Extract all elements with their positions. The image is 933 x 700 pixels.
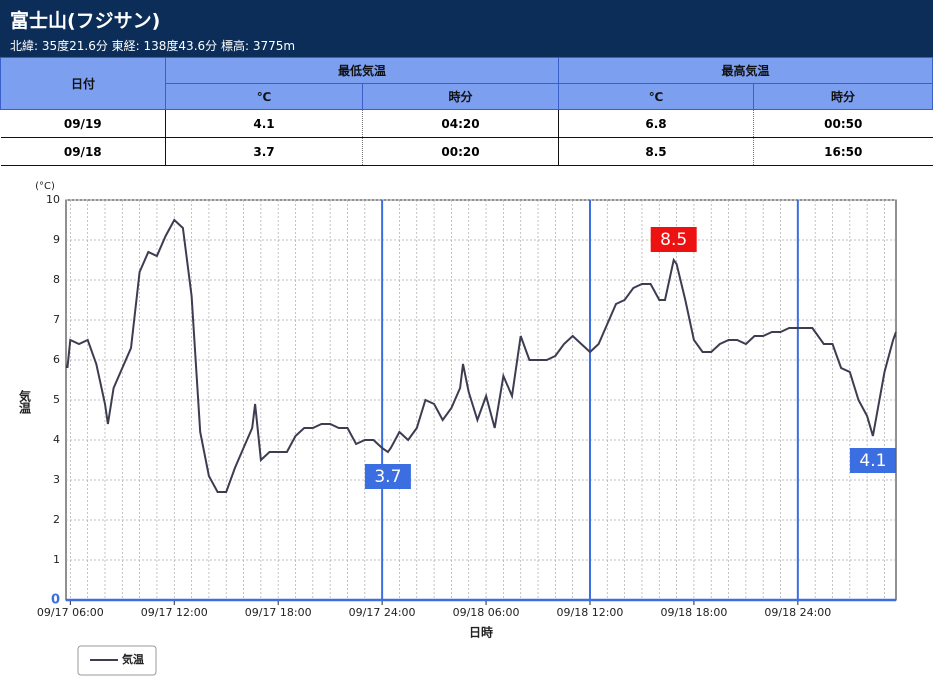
annotation-box — [364, 464, 411, 489]
y-tick-label: 1 — [53, 553, 60, 566]
cell: 8.5 — [558, 137, 754, 166]
x-tick-label: 09/17 12:00 — [141, 606, 208, 619]
annotation-label: 4.1 — [859, 451, 886, 471]
y-tick-label: 3 — [53, 473, 60, 486]
annotation-label: 3.7 — [374, 467, 401, 487]
cell: 00:20 — [362, 137, 559, 166]
cell: 00:50 — [753, 109, 933, 138]
cell: 6.8 — [558, 109, 754, 138]
subtitle: 北緯: 35度21.6分 東経: 138度43.6分 標高: 3775m — [10, 39, 296, 53]
x-tick-label: 09/18 24:00 — [764, 606, 831, 619]
y-tick-label: 2 — [53, 513, 60, 526]
header-cell: 時分 — [362, 83, 559, 110]
y-tick-label: 8 — [53, 273, 60, 286]
x-tick-label: 09/17 18:00 — [245, 606, 312, 619]
cell: 09/19 — [0, 109, 166, 138]
x-tick-label: 09/17 06:00 — [37, 606, 104, 619]
header-cell: 日付 — [0, 57, 166, 110]
cell: 09/18 — [0, 137, 166, 166]
y-tick-label: 6 — [53, 353, 60, 366]
y-tick-label: 0 — [51, 593, 60, 608]
y-tick-label: 9 — [53, 233, 60, 246]
header-cell: 最高気温 — [558, 57, 933, 84]
legend — [77, 645, 157, 676]
plot-area — [65, 199, 897, 601]
y-tick-label: 4 — [53, 433, 60, 446]
x-tick-label: 09/18 12:00 — [557, 606, 624, 619]
cell: 04:20 — [362, 109, 559, 138]
legend-label: 気温 — [122, 652, 144, 666]
summary-table: 日付 最低気温 最高気温 ℃ 時分 ℃ 時分 09/19 4.1 04:20 6… — [0, 57, 933, 166]
temperature-line — [66, 218, 897, 493]
y-axis-label: 気温 — [18, 389, 32, 415]
y-tick-label: 10 — [46, 193, 60, 206]
y-unit: (°C) — [35, 181, 55, 192]
cell: 3.7 — [165, 137, 363, 166]
header: 富士山(フジサン) 北緯: 35度21.6分 東経: 138度43.6分 標高:… — [0, 0, 933, 57]
x-tick-label: 09/18 18:00 — [660, 606, 727, 619]
annotation-box — [849, 448, 896, 473]
annotation-box — [650, 227, 697, 252]
x-tick-label: 09/17 24:00 — [349, 606, 416, 619]
header-cell: ℃ — [165, 83, 363, 110]
cell: 4.1 — [165, 109, 363, 138]
x-tick-label: 09/18 06:00 — [453, 606, 520, 619]
title: 富士山(フジサン) — [10, 10, 161, 32]
cell: 16:50 — [753, 137, 933, 166]
header-cell: ℃ — [558, 83, 754, 110]
annotation-label: 8.5 — [660, 230, 687, 250]
header-cell: 最低気温 — [165, 57, 559, 84]
x-axis-label: 日時 — [469, 625, 493, 640]
y-tick-label: 5 — [53, 393, 60, 406]
y-tick-label: 7 — [53, 313, 60, 326]
header-cell: 時分 — [753, 83, 933, 110]
